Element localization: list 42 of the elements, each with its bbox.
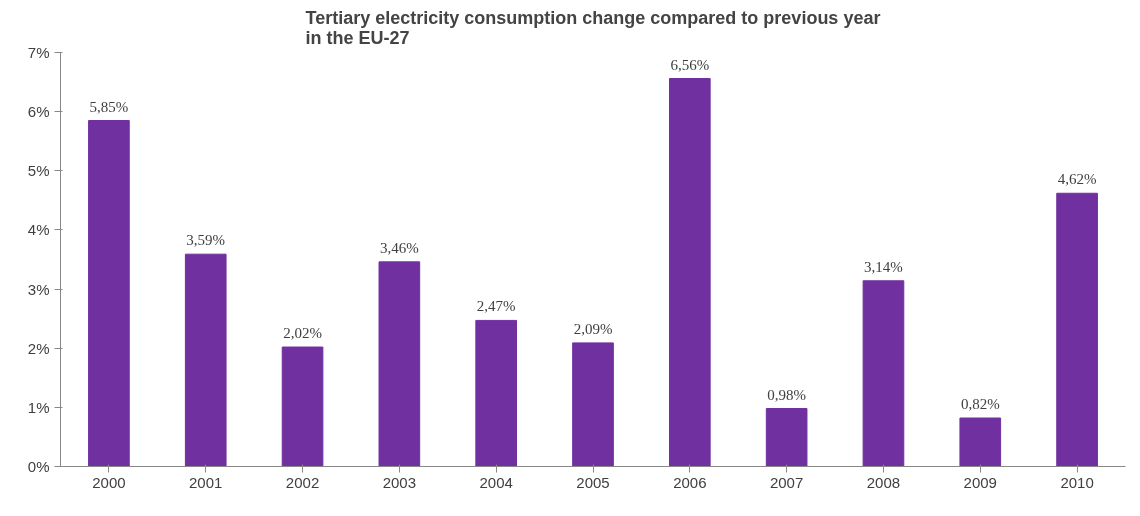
x-tick-label: 2001 (189, 473, 223, 491)
x-tick-label: 2006 (673, 473, 707, 491)
x-tick-label: 2007 (769, 473, 804, 491)
bar (88, 120, 130, 467)
y-tick-label: 0% (27, 458, 50, 475)
x-tick-label: 2004 (479, 473, 513, 491)
bar (1056, 192, 1098, 467)
y-tick-label: 4% (27, 221, 50, 239)
bar (475, 319, 518, 467)
y-tick-label: 5% (27, 162, 50, 180)
data-label: 2,47% (476, 298, 516, 315)
data-label: 0,82% (960, 396, 1000, 412)
y-tick-label: 3% (27, 280, 50, 298)
bar (184, 253, 227, 467)
y-tick-label: 1% (27, 398, 50, 416)
y-tick-label: 2% (27, 339, 50, 357)
bar (959, 417, 1002, 467)
data-label: 2,09% (573, 320, 613, 337)
bar (862, 280, 905, 467)
data-label: 6,56% (670, 56, 710, 73)
bar (765, 408, 808, 467)
bar (281, 346, 324, 467)
data-label: 3,59% (186, 232, 226, 249)
chart-title: Tertiary electricity consumption change compared to previous year in the EU-27 (305, 7, 881, 48)
x-tick-label: 2000 (92, 473, 126, 491)
x-tick-label: 2003 (382, 473, 417, 491)
y-tick-label: 6% (27, 103, 50, 121)
data-label: 0,98% (767, 386, 807, 403)
data-label: 4,62% (1057, 171, 1097, 188)
data-label: 5,85% (89, 98, 129, 115)
data-label: 3,14% (864, 258, 903, 275)
x-tick-label: 2010 (1060, 473, 1094, 491)
y-tick-label: 7% (27, 44, 50, 61)
x-tick-label: 2009 (963, 473, 997, 491)
bar (668, 78, 711, 467)
x-tick-label: 2008 (866, 473, 901, 491)
x-tick-label: 2005 (576, 473, 610, 491)
data-label: 3,46% (379, 239, 419, 256)
x-tick-label: 2002 (285, 473, 320, 491)
bar (572, 342, 614, 467)
data-label: 2,02% (283, 325, 322, 342)
bar (378, 261, 421, 467)
